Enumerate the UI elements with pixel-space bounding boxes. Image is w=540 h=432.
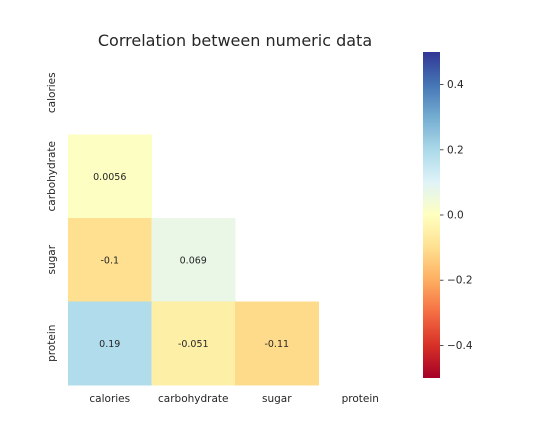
cell-value-label-protein-calories: 0.19 xyxy=(99,339,120,350)
cell-value-label-sugar-carbohydrate: 0.069 xyxy=(180,255,207,266)
colorbar-tick-label: 0.2 xyxy=(447,144,464,156)
heatmap-cell-carbohydrate-calories xyxy=(68,134,152,219)
cell-value-label-carbohydrate-calories: 0.0056 xyxy=(93,172,126,183)
colorbar-tick-label: −0.2 xyxy=(447,275,473,287)
colorbar-gradient xyxy=(423,52,440,378)
y-tick-label-carbohydrate: carbohydrate xyxy=(46,141,58,211)
x-tick-label-carbohydrate: carbohydrate xyxy=(158,393,228,405)
x-tick-label-protein: protein xyxy=(342,393,379,405)
x-tick-label-sugar: sugar xyxy=(262,393,292,405)
colorbar-tick-label: 0.4 xyxy=(447,79,464,91)
colorbar-tick-label: −0.4 xyxy=(447,340,473,352)
chart-title: Correlation between numeric data xyxy=(98,31,372,50)
cell-value-label-protein-carbohydrate: -0.051 xyxy=(178,339,209,350)
heatmap-cell-protein-calories xyxy=(68,301,152,386)
heatmap-cell-sugar-carbohydrate xyxy=(151,218,236,302)
x-axis-tick-labels: calories carbohydrate sugar protein xyxy=(89,393,379,405)
heatmap-cell-protein-carbohydrate xyxy=(151,301,236,386)
y-axis-tick-labels: calories carbohydrate sugar protein xyxy=(46,72,58,362)
cell-value-label-sugar-calories: -0.1 xyxy=(100,255,119,266)
colorbar: 0.4 0.2 0.0 −0.2 −0.4 xyxy=(423,52,473,378)
y-tick-label-calories: calories xyxy=(46,72,58,113)
y-tick-label-protein: protein xyxy=(46,325,58,362)
cell-value-label-protein-sugar: -0.11 xyxy=(264,339,289,350)
heatmap-cell-sugar-calories xyxy=(68,218,152,302)
heatmap-cells: 0.0056 -0.1 0.069 0.19 -0.051 -0.11 xyxy=(68,134,319,386)
y-tick-label-sugar: sugar xyxy=(46,244,58,274)
x-tick-label-calories: calories xyxy=(89,393,130,405)
colorbar-tick-label: 0.0 xyxy=(447,210,464,222)
heatmap-cell-protein-sugar xyxy=(235,301,319,386)
